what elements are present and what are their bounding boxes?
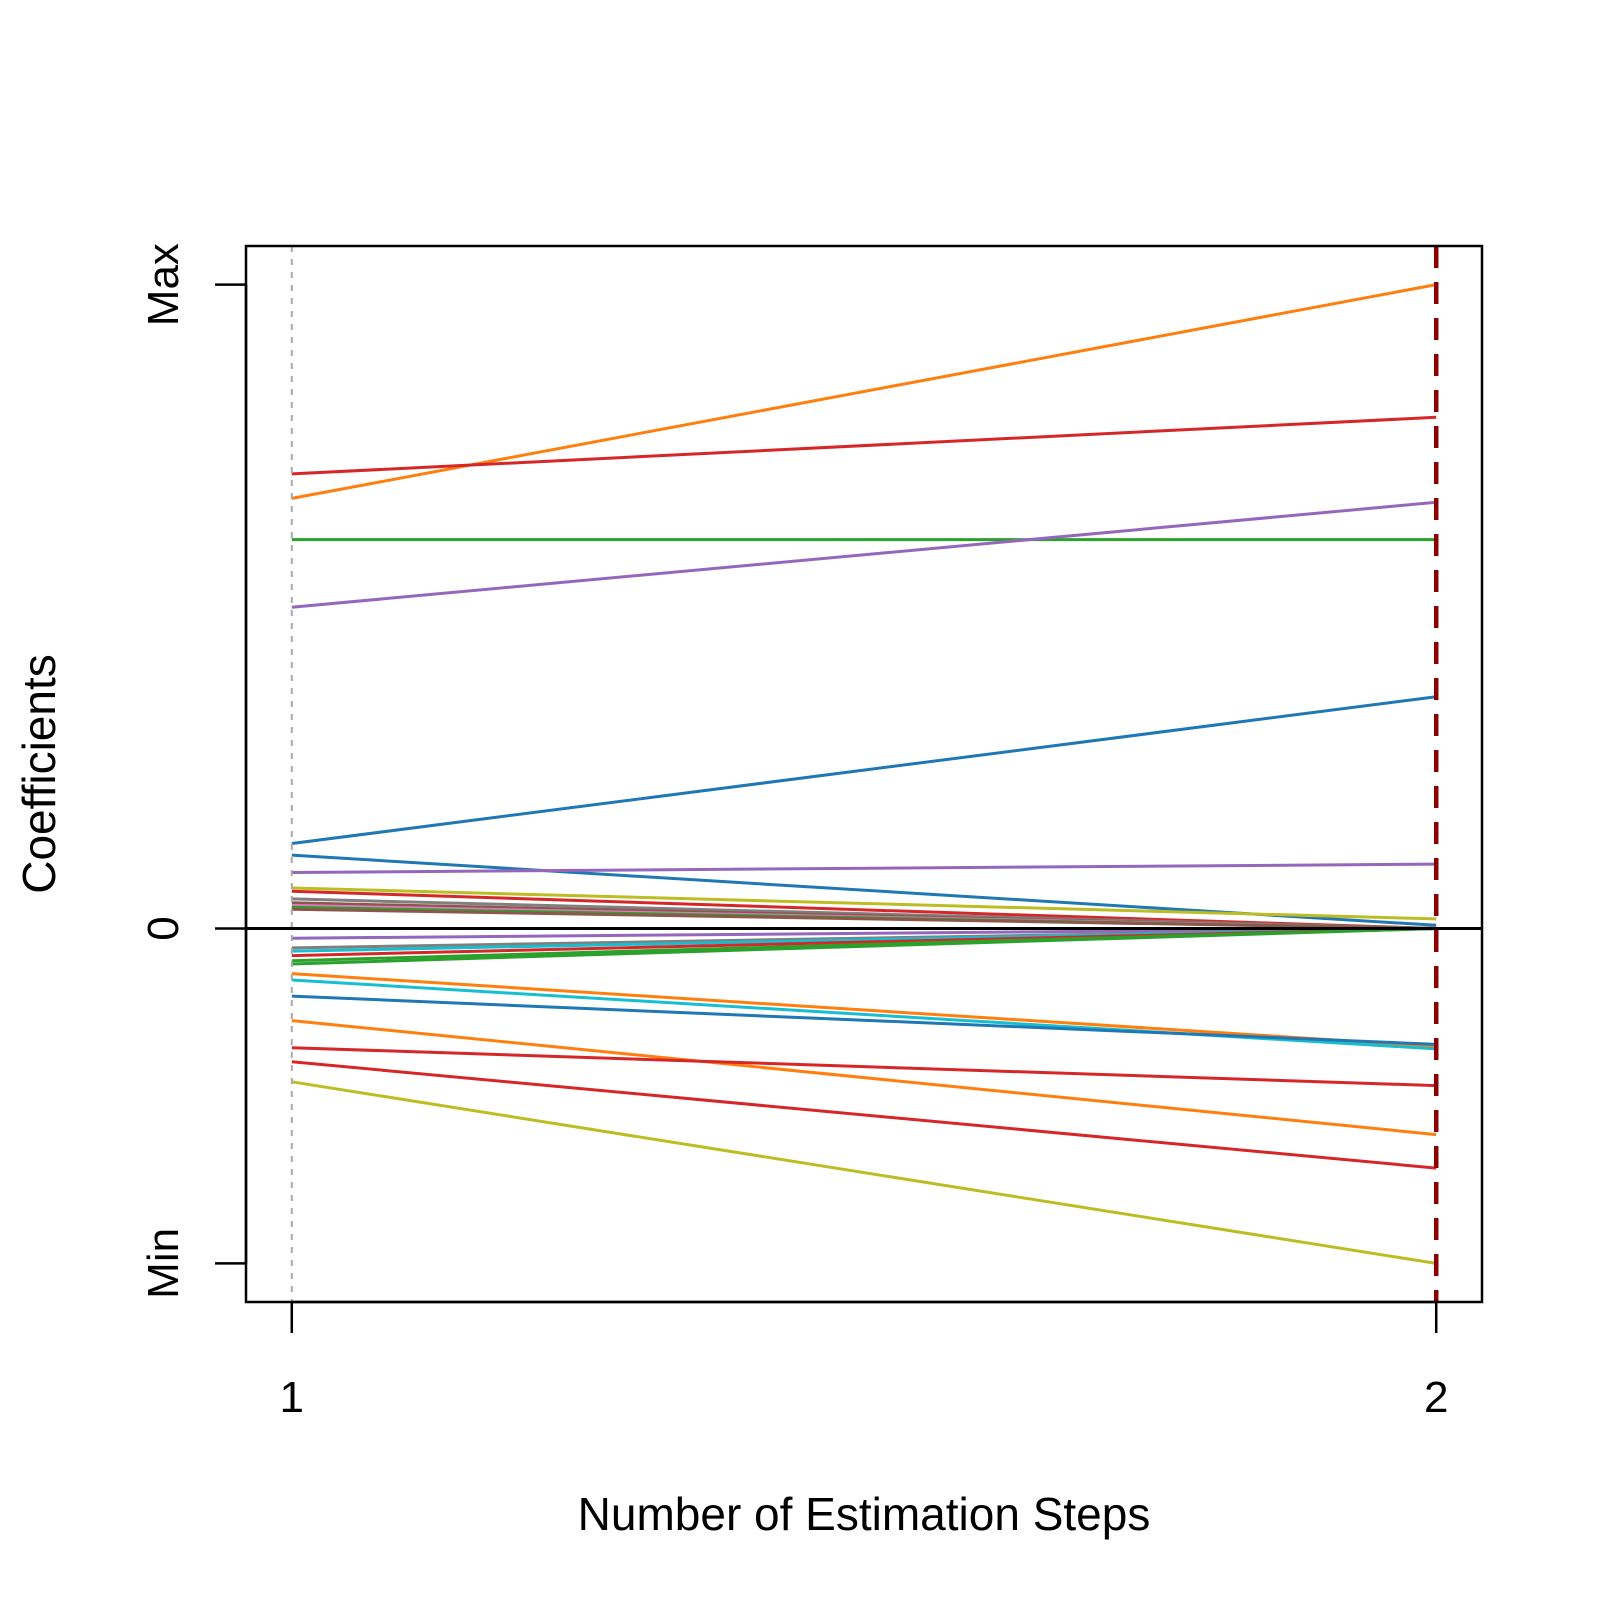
series-line-24 (291, 1019, 1437, 1137)
series-line-14 (291, 907, 1437, 930)
y-tick-label: Min (139, 1228, 188, 1299)
y-axis: Max 0 Min (139, 243, 248, 1299)
x-tick-label: 2 (1424, 1373, 1448, 1422)
series-line-7 (291, 862, 1437, 874)
y-tick-label: Max (139, 243, 188, 326)
series-line-26 (291, 1060, 1437, 1170)
series-line-15 (291, 927, 1437, 940)
x-tick-label: 1 (280, 1373, 304, 1422)
series-line-1 (291, 283, 1437, 500)
series-line-2 (291, 415, 1437, 476)
x-axis-title: Number of Estimation Steps (578, 1488, 1151, 1540)
series-line-4 (291, 500, 1437, 609)
series-line-21 (291, 972, 1437, 1048)
series-line-8 (291, 886, 1437, 921)
series-layer (291, 283, 1437, 1265)
y-tick-label: 0 (139, 916, 188, 940)
series-line-5 (291, 695, 1437, 845)
series-line-23 (291, 994, 1437, 1046)
series-line-20 (291, 927, 1437, 966)
plot-frame (244, 244, 1484, 1304)
y-axis-title: Coefficients (13, 654, 65, 894)
series-line-27 (291, 1080, 1437, 1265)
series-line-25 (291, 1046, 1437, 1088)
